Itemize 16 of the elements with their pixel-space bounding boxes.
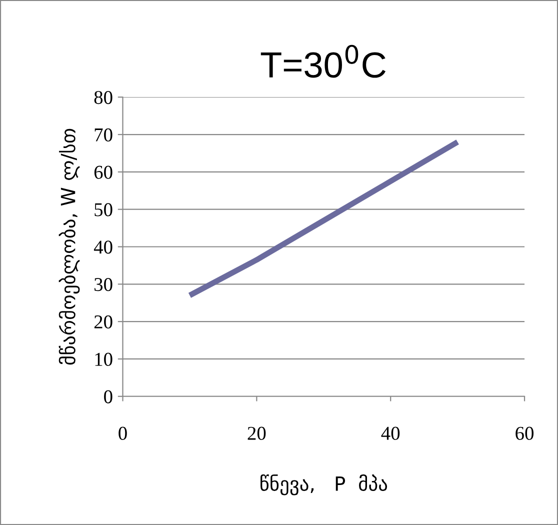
x-tick-label: 20 <box>248 426 266 440</box>
x-tick-label: 60 <box>516 426 534 440</box>
y-tick-label: 60 <box>94 166 112 179</box>
y-tick-label: 0 <box>104 390 112 404</box>
y-tick-label: 70 <box>94 128 112 142</box>
x-tick-label: 0 <box>118 426 127 440</box>
y-tick-label: 80 <box>94 90 112 104</box>
y-axis-title: მწარმოებლობა, W ლ/სთ <box>58 128 80 365</box>
y-tick-label: 50 <box>94 203 112 216</box>
y-tick-label: 20 <box>94 315 112 328</box>
y-tick-label: 10 <box>95 352 112 366</box>
y-tick-label: 30 <box>94 278 112 292</box>
y-tick-label: 40 <box>94 240 112 254</box>
x-axis-title: წნევა, P მპა <box>260 474 388 496</box>
x-tick-label: 40 <box>381 426 400 440</box>
chart-title: T=30$^{0}$C <box>260 44 386 78</box>
